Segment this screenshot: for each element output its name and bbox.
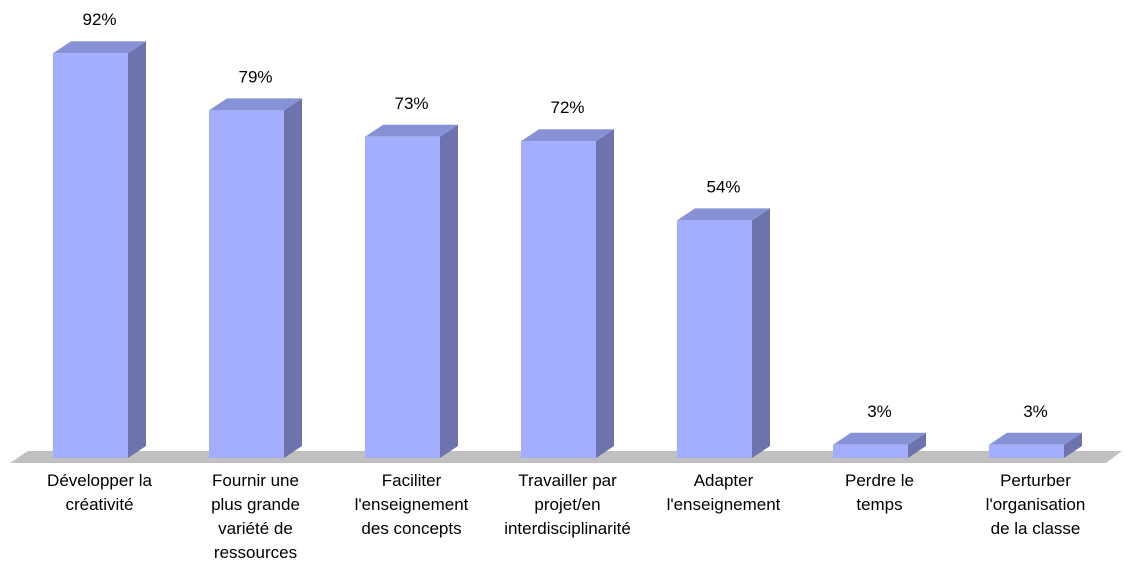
bar xyxy=(833,432,926,458)
category-label-line: Perturber xyxy=(1000,471,1071,490)
bar-front xyxy=(833,444,908,458)
category-label-line: Faciliter xyxy=(382,471,442,490)
category-label-line: projet/en xyxy=(534,495,600,514)
category-label: Développer la créativité xyxy=(47,471,152,514)
bar-side xyxy=(128,41,146,458)
bar-top xyxy=(521,129,614,142)
bar-side xyxy=(908,432,926,458)
category-label: Adapter l'enseignement xyxy=(667,471,781,514)
value-label: 54% xyxy=(706,177,740,196)
bar-side xyxy=(440,124,458,459)
bar-front xyxy=(989,444,1064,458)
category-label: Travailler par projet/en interdisciplinari… xyxy=(504,471,631,538)
category-label-line: variété de xyxy=(218,519,293,538)
bar-top xyxy=(209,98,302,111)
category-labels-group: Développer la créativité Fournir une plus g… xyxy=(47,471,1085,562)
value-label: 79% xyxy=(238,67,272,86)
value-label: 3% xyxy=(1023,402,1048,421)
category-label-line: de la classe xyxy=(991,519,1081,538)
category-label-line: l'enseignement xyxy=(355,495,469,514)
value-labels-group: 92% 79% 73% 72% 54% 3% 3% xyxy=(82,10,1047,421)
category-label-line: Travailler par xyxy=(518,471,617,490)
category-label-line: l'enseignement xyxy=(667,495,781,514)
category-label-line: Adapter xyxy=(694,471,754,490)
bar xyxy=(677,208,770,458)
bar-side xyxy=(1064,432,1082,458)
category-label: Faciliter l'enseignement des concepts xyxy=(355,471,469,538)
category-label-line: des concepts xyxy=(361,519,461,538)
bar-front xyxy=(677,220,752,458)
bar xyxy=(209,98,302,459)
bar-front xyxy=(209,110,284,459)
category-label-line: interdisciplinarité xyxy=(504,519,631,538)
category-label-line: ressources xyxy=(214,543,297,562)
category-label: Fournir une plus grande variété de ressourc… xyxy=(211,471,300,562)
value-label: 73% xyxy=(394,94,428,113)
category-label-line: temps xyxy=(856,495,902,514)
value-label: 92% xyxy=(82,10,116,29)
value-label: 3% xyxy=(867,402,892,421)
bar xyxy=(989,432,1082,458)
bar-top xyxy=(677,208,770,221)
bar-side xyxy=(284,98,302,459)
bars-group xyxy=(53,41,1082,459)
category-label-line: plus grande xyxy=(211,495,300,514)
category-label: Perturber l'organisation de la classe xyxy=(986,471,1086,538)
category-label-line: Fournir une xyxy=(212,471,299,490)
category-label-line: créativité xyxy=(65,495,133,514)
bar xyxy=(521,129,614,458)
bar-top xyxy=(365,124,458,137)
bar-front xyxy=(53,53,128,458)
category-label: Perdre le temps xyxy=(845,471,914,514)
bar xyxy=(365,124,458,459)
bar-side xyxy=(752,208,770,458)
bar-side xyxy=(596,129,614,458)
bar-top xyxy=(53,41,146,54)
category-label-line: l'organisation xyxy=(986,495,1086,514)
category-label-line: Perdre le xyxy=(845,471,914,490)
category-label-line: Développer la xyxy=(47,471,152,490)
bar-front xyxy=(365,136,440,459)
bar-top xyxy=(989,432,1082,445)
value-label: 72% xyxy=(550,98,584,117)
bar-top xyxy=(833,432,926,445)
bar xyxy=(53,41,146,458)
bar-front xyxy=(521,141,596,458)
